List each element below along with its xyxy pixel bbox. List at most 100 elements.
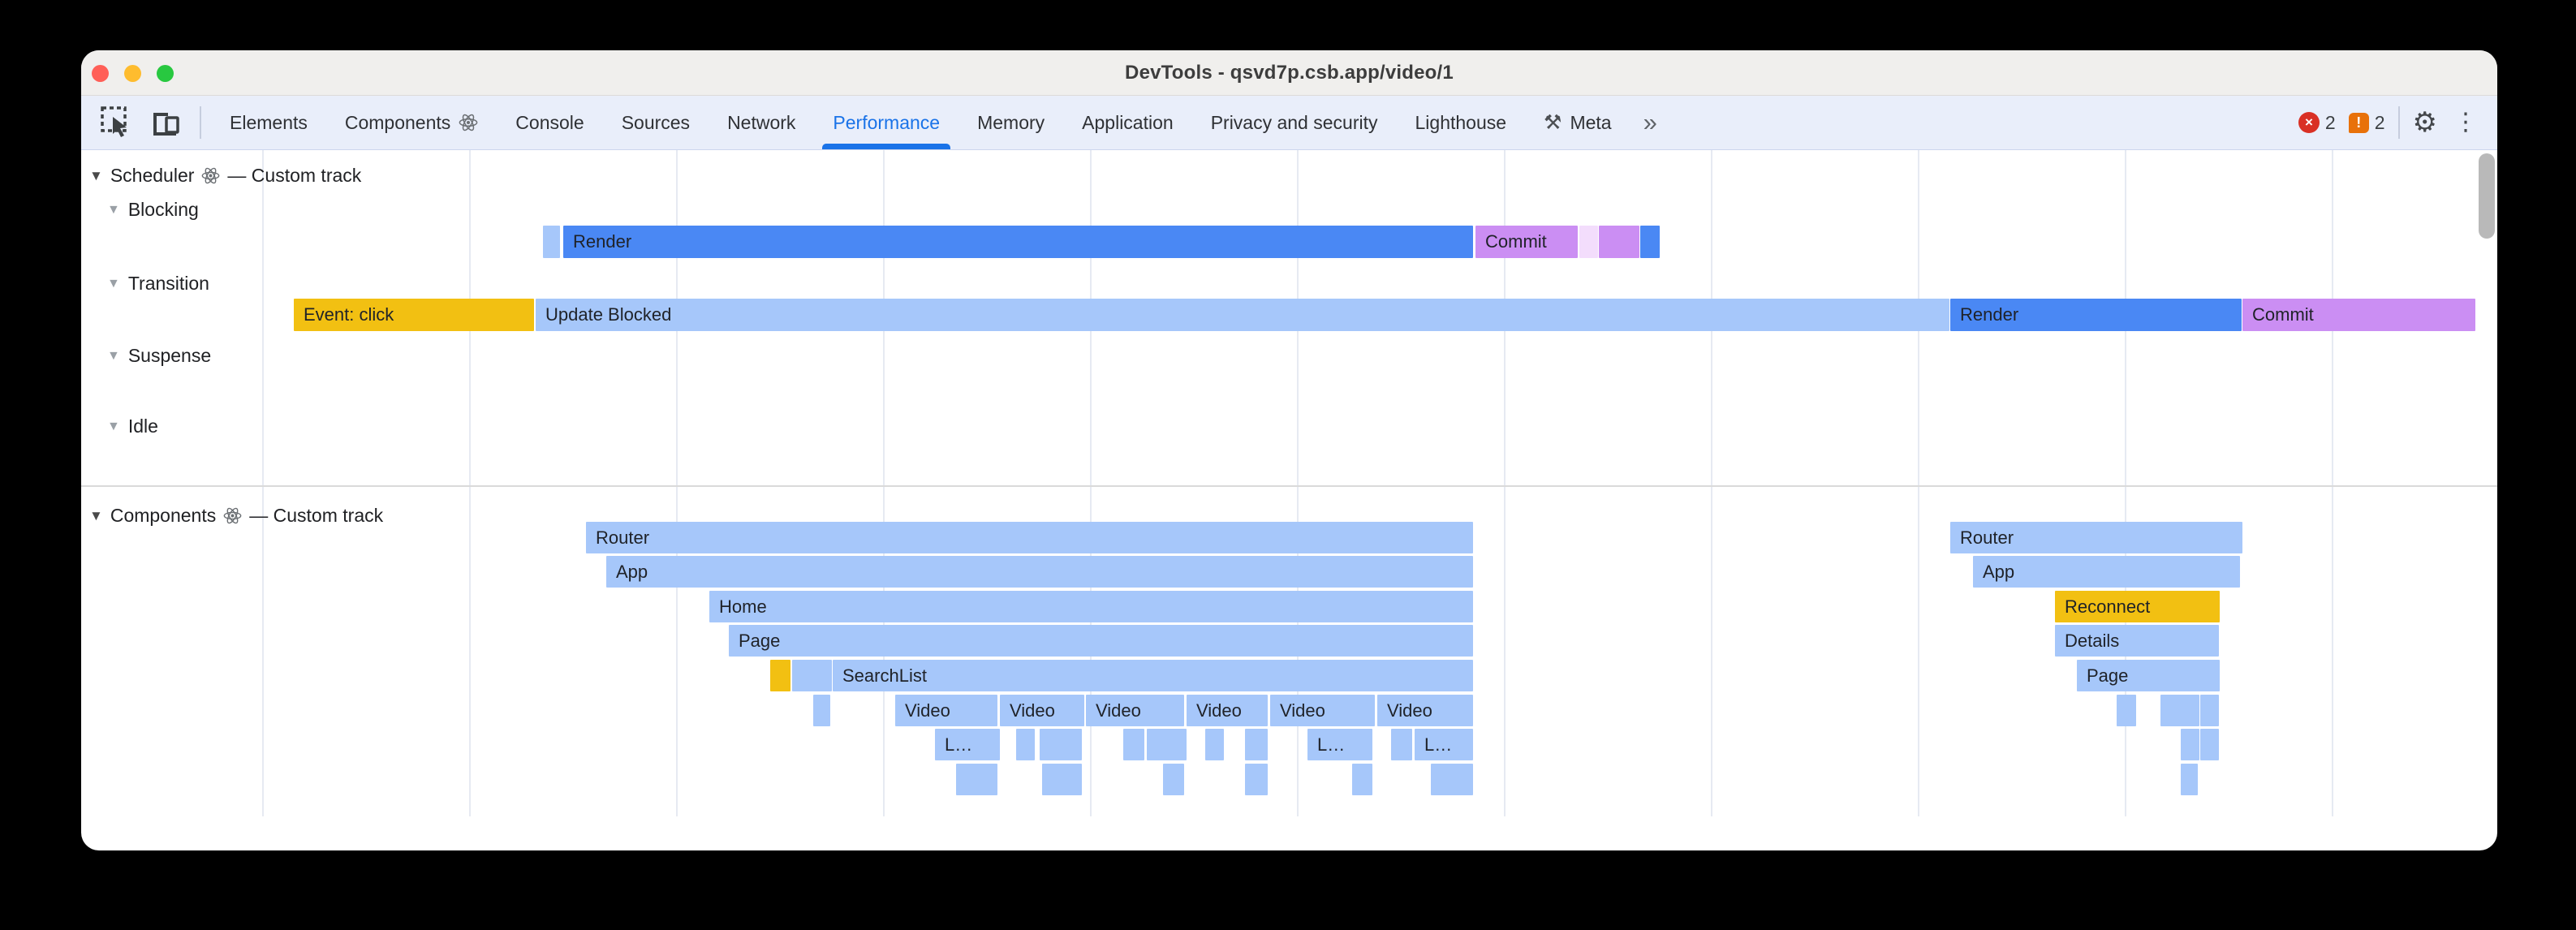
subtrack-idle[interactable]: ▼ Idle xyxy=(107,415,158,437)
flame-bar-video[interactable]: Video xyxy=(1270,695,1375,726)
flame-bar-l-[interactable]: L… xyxy=(1307,729,1372,760)
flame-bar[interactable] xyxy=(770,660,790,691)
timeline-gridline xyxy=(2125,150,2126,816)
flame-bar-video[interactable]: Video xyxy=(1377,695,1473,726)
flame-bar[interactable] xyxy=(543,226,560,258)
tab-label: Meta xyxy=(1570,111,1612,133)
tab-label: Lighthouse xyxy=(1415,111,1507,133)
flame-bar[interactable] xyxy=(792,660,832,691)
flame-bar[interactable] xyxy=(1016,729,1035,760)
flame-bar[interactable] xyxy=(2200,729,2219,760)
tab-lighthouse[interactable]: Lighthouse xyxy=(1397,96,1526,149)
tab-application[interactable]: Application xyxy=(1063,96,1192,149)
flame-bar[interactable] xyxy=(956,764,997,795)
flame-bar[interactable] xyxy=(1147,729,1187,760)
flame-bar-details[interactable]: Details xyxy=(2055,625,2219,657)
flame-bar-l-[interactable]: L… xyxy=(1415,729,1473,760)
flame-bar[interactable] xyxy=(1245,764,1268,795)
flame-bar-l-[interactable]: L… xyxy=(935,729,1000,760)
flame-bar[interactable] xyxy=(1640,226,1660,258)
flame-bar[interactable] xyxy=(1123,729,1144,760)
flame-bar[interactable] xyxy=(2181,729,2199,760)
device-toolbar-icon[interactable] xyxy=(148,105,183,140)
flame-bar[interactable] xyxy=(1163,764,1184,795)
more-tabs-chevron-icon[interactable]: » xyxy=(1643,108,1657,136)
subtrack-label: Suspense xyxy=(127,345,212,366)
tab-meta[interactable]: ⚒ Meta xyxy=(1525,96,1630,149)
flame-bar[interactable] xyxy=(813,695,830,726)
collapse-triangle-icon[interactable]: ▼ xyxy=(107,276,120,291)
flame-bar[interactable] xyxy=(1352,764,1372,795)
flame-bar-reconnect[interactable]: Reconnect xyxy=(2055,591,2220,622)
inspect-element-icon[interactable] xyxy=(99,105,135,140)
atom-icon xyxy=(459,114,478,131)
flame-bar-app[interactable]: App xyxy=(606,556,1473,588)
flame-bar[interactable] xyxy=(1431,764,1473,795)
flame-bar-router[interactable]: Router xyxy=(586,522,1473,553)
flame-bar-video[interactable]: Video xyxy=(1187,695,1268,726)
collapse-triangle-icon[interactable]: ▼ xyxy=(107,419,120,433)
tab-privacy-and-security[interactable]: Privacy and security xyxy=(1192,96,1397,149)
flame-bar-render[interactable]: Render xyxy=(1950,299,2242,331)
error-icon: × xyxy=(2298,112,2320,133)
flame-bar-searchlist[interactable]: SearchList xyxy=(833,660,1473,691)
flame-bar-app[interactable]: App xyxy=(1973,556,2240,588)
flame-bar-home[interactable]: Home xyxy=(709,591,1473,622)
warning-badge[interactable]: ! 2 xyxy=(2348,111,2385,134)
flame-bar-page[interactable]: Page xyxy=(2077,660,2220,691)
flame-bar-page[interactable]: Page xyxy=(729,625,1473,657)
tab-components[interactable]: Components xyxy=(326,96,497,149)
collapse-triangle-icon[interactable]: ▼ xyxy=(107,202,120,217)
tab-elements[interactable]: Elements xyxy=(211,96,326,149)
track-suffix: — Custom track xyxy=(249,505,384,526)
settings-gear-icon[interactable]: ⚙ xyxy=(2412,107,2437,138)
tab-sources[interactable]: Sources xyxy=(603,96,709,149)
flame-bar-update-blocked[interactable]: Update Blocked xyxy=(536,299,1949,331)
flame-bar[interactable] xyxy=(1205,729,1224,760)
close-button[interactable] xyxy=(92,65,109,82)
tab-network[interactable]: Network xyxy=(709,96,814,149)
track-title: Scheduler xyxy=(110,165,195,186)
flame-bar[interactable] xyxy=(2200,695,2219,726)
flame-bar-router[interactable]: Router xyxy=(1950,522,2242,553)
error-badge[interactable]: × 2 xyxy=(2298,112,2336,134)
track-header-components[interactable]: ▼ Components — Custom track xyxy=(89,505,383,527)
collapse-triangle-icon[interactable]: ▼ xyxy=(89,507,103,523)
track-header-scheduler[interactable]: ▼ Scheduler — Custom track xyxy=(89,165,361,187)
flame-bar[interactable] xyxy=(1042,764,1082,795)
collapse-triangle-icon[interactable]: ▼ xyxy=(89,167,103,183)
tab-performance[interactable]: Performance xyxy=(814,96,958,149)
flame-bar-video[interactable]: Video xyxy=(895,695,997,726)
timeline-gridline xyxy=(676,150,678,816)
subtrack-suspense[interactable]: ▼ Suspense xyxy=(107,345,211,367)
minimize-button[interactable] xyxy=(124,65,141,82)
toolbar-divider xyxy=(200,106,201,139)
flame-bar-commit[interactable]: Commit xyxy=(2242,299,2475,331)
flame-bar-render[interactable]: Render xyxy=(563,226,1473,258)
flame-bar[interactable] xyxy=(1245,729,1268,760)
more-options-icon[interactable]: ⋮ xyxy=(2453,109,2478,136)
warning-count: 2 xyxy=(2374,111,2385,133)
flame-bar[interactable] xyxy=(1391,729,1412,760)
zoom-button[interactable] xyxy=(157,65,174,82)
subtrack-blocking[interactable]: ▼ Blocking xyxy=(107,199,199,221)
flame-bar[interactable] xyxy=(1599,226,1639,258)
flame-bar-video[interactable]: Video xyxy=(1000,695,1084,726)
flame-bar-video[interactable]: Video xyxy=(1086,695,1184,726)
subtrack-transition[interactable]: ▼ Transition xyxy=(107,273,209,295)
collapse-triangle-icon[interactable]: ▼ xyxy=(107,348,120,363)
section-separator xyxy=(81,485,2497,487)
warning-icon: ! xyxy=(2348,112,2369,133)
flame-bar[interactable] xyxy=(1040,729,1082,760)
tab-console[interactable]: Console xyxy=(497,96,602,149)
flame-bar-event-click[interactable]: Event: click xyxy=(294,299,534,331)
flame-bar[interactable] xyxy=(2181,764,2198,795)
flame-bar-commit[interactable]: Commit xyxy=(1475,226,1578,258)
tab-label: Network xyxy=(727,111,796,133)
vertical-scrollbar-thumb[interactable] xyxy=(2479,153,2495,239)
flame-bar[interactable] xyxy=(1579,226,1598,258)
flame-bar[interactable] xyxy=(2117,695,2136,726)
tab-memory[interactable]: Memory xyxy=(958,96,1063,149)
flame-bar[interactable] xyxy=(2160,695,2199,726)
active-tab-underline xyxy=(822,144,951,149)
